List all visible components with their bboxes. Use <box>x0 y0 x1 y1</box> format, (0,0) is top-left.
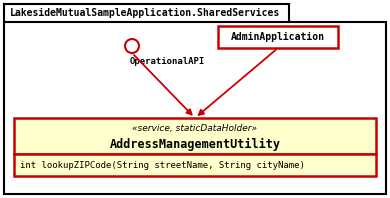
Bar <box>14 154 376 176</box>
Text: AdminApplication: AdminApplication <box>231 32 325 42</box>
Text: «service, staticDataHolder»: «service, staticDataHolder» <box>133 125 257 133</box>
Text: int lookupZIPCode(String streetName, String cityName): int lookupZIPCode(String streetName, Str… <box>20 161 305 169</box>
Text: OperationalAPI: OperationalAPI <box>130 57 205 66</box>
Circle shape <box>125 39 139 53</box>
Bar <box>4 22 386 194</box>
Text: LakesideMutualSampleApplication.SharedServices: LakesideMutualSampleApplication.SharedSe… <box>10 8 280 18</box>
Bar <box>218 26 338 48</box>
Bar <box>14 118 376 154</box>
Text: AddressManagementUtility: AddressManagementUtility <box>110 137 280 150</box>
